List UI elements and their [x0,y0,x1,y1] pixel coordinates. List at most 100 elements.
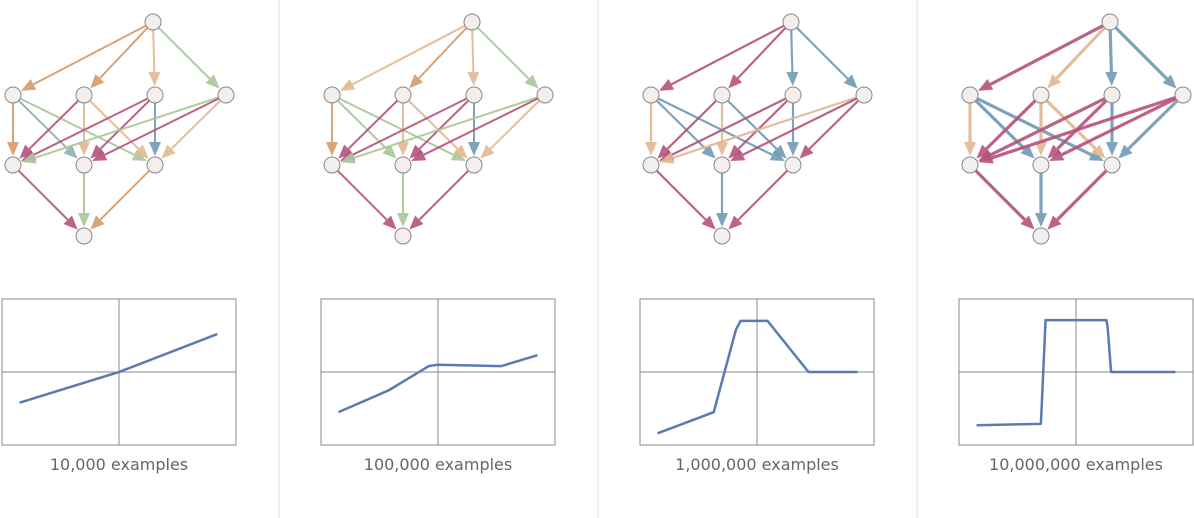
edge [989,97,1106,157]
arrowhead [1088,149,1104,162]
edge [88,99,140,150]
edge [17,99,69,150]
arrowhead [1035,142,1047,156]
arrowhead [772,144,787,159]
arrowhead [716,213,728,227]
arrowhead [716,142,728,156]
node [323,86,341,104]
arrowhead [78,213,90,227]
node [782,13,800,31]
arrowhead [964,142,976,156]
edge [672,96,857,159]
arrowhead [1105,71,1118,87]
edge [17,169,69,221]
edge [726,99,778,150]
node [146,156,164,174]
edge [353,96,538,159]
arrowhead [977,79,994,91]
edge [104,97,220,156]
edge [1108,29,1113,73]
arrowhead [467,71,480,87]
node [75,227,93,245]
edge [989,24,1104,86]
node [323,156,341,174]
arrowhead [161,144,176,159]
arrowhead [730,149,746,162]
arrowhead [1047,74,1062,89]
node [146,86,164,104]
arrowhead [397,142,409,156]
node [713,86,731,104]
node [463,13,481,31]
edge [471,29,475,73]
node [1032,156,1050,174]
edge [418,169,470,221]
edge [655,99,707,150]
arrowhead [453,144,468,159]
caption: 10,000 examples [50,455,188,474]
node [1103,156,1121,174]
node [4,156,22,174]
arrowhead [1118,144,1133,159]
arrowhead [326,142,338,156]
edge [418,27,468,79]
node [713,227,731,245]
arrowhead [409,74,424,89]
edge [666,99,718,150]
node [1103,86,1121,104]
edge [976,97,1093,157]
arrowhead [21,152,37,164]
edge [99,169,151,221]
arrowhead [450,149,466,162]
arrowhead [149,142,161,156]
arrowhead [701,215,716,230]
arrowhead [657,144,672,159]
node [394,227,412,245]
arrowhead [20,79,37,91]
edge [657,97,773,156]
node [642,86,660,104]
node [855,86,873,104]
arrowhead [131,149,147,162]
node [784,86,802,104]
edge [170,99,222,150]
edge [1055,26,1106,80]
arrowhead [1035,213,1047,227]
edge [737,99,789,150]
arrowhead [1162,74,1177,89]
edge [351,24,466,86]
arrowhead [645,142,657,156]
curve [338,354,538,414]
edge [33,97,149,156]
arrowhead [63,144,78,159]
node [961,156,979,174]
edge [670,24,785,86]
node [394,156,412,174]
edge [991,95,1176,160]
arrowhead [19,144,34,159]
edge [34,96,219,159]
node [144,13,162,31]
node [75,156,93,174]
arrowhead [843,74,858,89]
arrowhead [1020,215,1035,230]
edge [352,97,468,156]
arrowhead [1047,144,1062,159]
edge [655,169,707,221]
curve [657,319,858,435]
arrowhead [1020,144,1035,159]
node [217,86,235,104]
node [961,86,979,104]
arrowhead [382,215,397,230]
curve [19,332,218,404]
edge [790,29,794,73]
edge [338,97,454,156]
edge [1127,99,1179,150]
arrowhead [92,149,108,162]
arrowhead [976,144,991,159]
arrowhead [411,149,427,162]
edge [489,99,541,150]
arrowhead [338,144,353,159]
arrowhead [340,152,356,164]
